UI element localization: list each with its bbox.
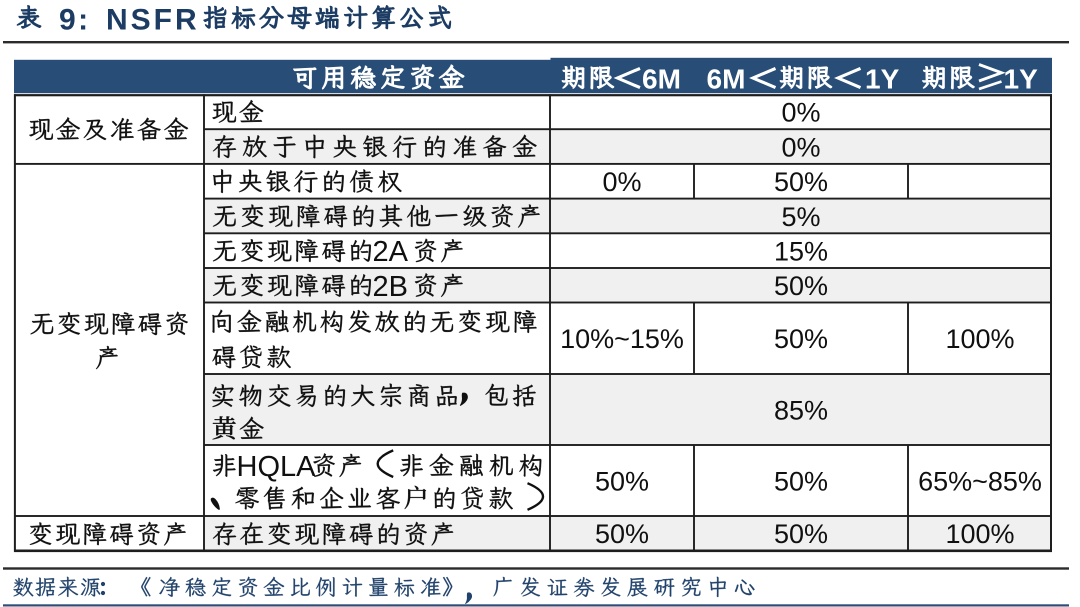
svg-text:1Y: 1Y (1004, 63, 1039, 94)
svg-text:0%: 0% (602, 167, 641, 197)
svg-text:6M: 6M (707, 63, 746, 94)
svg-text:50%: 50% (774, 167, 828, 197)
svg-text:NSFR: NSFR (106, 4, 200, 37)
svg-text:100%: 100% (945, 519, 1014, 549)
svg-text:5%: 5% (781, 202, 820, 232)
svg-text:65%~85%: 65%~85% (918, 466, 1042, 496)
svg-text:1Y: 1Y (865, 63, 900, 94)
svg-text:2B: 2B (373, 271, 408, 303)
svg-text:50%: 50% (774, 466, 828, 496)
svg-text:50%: 50% (595, 466, 649, 496)
svg-text:100%: 100% (945, 324, 1014, 354)
svg-text:15%: 15% (774, 237, 828, 267)
svg-text:50%: 50% (774, 324, 828, 354)
svg-text:6M: 6M (642, 63, 681, 94)
svg-text:50%: 50% (595, 519, 649, 549)
svg-text:50%: 50% (774, 519, 828, 549)
svg-text:2A: 2A (373, 236, 409, 268)
svg-text:50%: 50% (774, 271, 828, 301)
svg-text:9:: 9: (59, 4, 91, 37)
svg-text:85%: 85% (774, 395, 828, 425)
svg-text:HQLA: HQLA (237, 451, 317, 483)
svg-text:0%: 0% (781, 98, 820, 128)
svg-text:0%: 0% (781, 132, 820, 162)
svg-text:10%~15%: 10%~15% (560, 324, 684, 354)
